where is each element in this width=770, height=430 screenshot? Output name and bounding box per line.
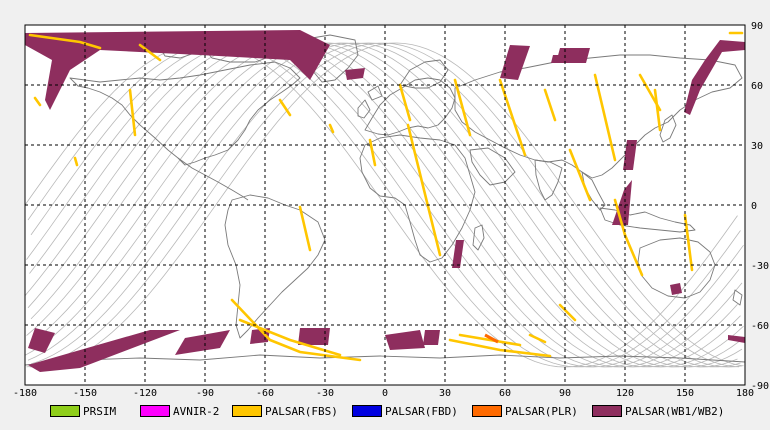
palsar-fbs-swath (28, 33, 102, 50)
palsar-wb-swath (670, 283, 682, 295)
legend-label: PALSAR(PLR) (505, 404, 578, 418)
palsar-fbs-swath (623, 233, 644, 277)
palsar-fbs-swath (138, 43, 162, 62)
latitude-tick-label: 90 (751, 21, 763, 32)
legend-item: PALSAR(WB1/WB2) (592, 404, 724, 418)
legend-item: PALSAR(PLR) (472, 404, 578, 418)
longitude-tick-label: -120 (133, 388, 157, 399)
palsar-fbs-swath (398, 83, 412, 122)
palsar-fbs-swath (528, 333, 547, 344)
palsar-fbs-swath (298, 205, 312, 252)
palsar-fbs-swath (448, 338, 552, 358)
longitude-tick-label: -150 (73, 388, 97, 399)
longitude-tick-label: 60 (499, 388, 511, 399)
legend-swatch (50, 405, 80, 417)
palsar-fbs-swath (278, 98, 292, 117)
palsar-wb-swath (28, 328, 55, 353)
palsar-wb-swath (500, 45, 530, 80)
palsar-fbs-swath (328, 123, 335, 134)
palsar-fbs-swath (230, 298, 362, 362)
longitude-tick-label: 90 (559, 388, 571, 399)
palsar-fbs-swath (543, 88, 557, 122)
legend-label: PRSIM (83, 404, 117, 418)
palsar-plr-swath (484, 333, 499, 344)
legend-swatch (352, 405, 382, 417)
longitude-tick-label: 150 (676, 388, 694, 399)
palsar-fbs-swath (453, 78, 472, 137)
legend-label: PALSAR(WB1/WB2) (625, 404, 725, 418)
palsar-wb-swath (452, 240, 464, 268)
palsar-fbs-swath (368, 138, 377, 167)
palsar-wb-swath (612, 180, 632, 225)
latitude-tick-label: -30 (751, 261, 769, 272)
legend-swatch (592, 405, 622, 417)
longitude-tick-label: -60 (256, 388, 274, 399)
longitude-tick-label: 180 (736, 388, 754, 399)
palsar-wb-swath (623, 140, 637, 170)
orbit-track (24, 42, 738, 368)
palsar-fbs-swath (238, 318, 342, 357)
palsar-wb-swath (551, 55, 570, 63)
legend-swatch (140, 405, 170, 417)
lat-lon-grid (25, 25, 745, 385)
palsar-fbs-swath (33, 96, 42, 107)
palsar-fbs-swath (653, 88, 662, 132)
palsar-fbs-swath (568, 148, 592, 202)
legend-label: PALSAR(FBS) (265, 404, 338, 418)
legend-swatch (232, 405, 262, 417)
longitude-tick-label: 0 (382, 388, 388, 399)
legend-label: AVNIR-2 (173, 404, 220, 418)
palsar-fbs-swath (613, 198, 627, 237)
latitude-tick-label: 0 (751, 201, 757, 212)
palsar-wb-swath (345, 68, 365, 80)
palsar-wb-swath (684, 40, 745, 115)
palsar-fbs-swath (73, 156, 79, 167)
latitude-tick-label: -90 (751, 381, 769, 392)
legend: PRSIM AVNIR-2 PALSAR(FBS) PALSAR(FBD) PALSAR… (0, 400, 770, 430)
latitude-tick-label: 30 (751, 141, 763, 152)
legend-item: PRSIM (50, 404, 116, 418)
latitude-tick-label: -60 (751, 321, 769, 332)
palsar-fbs-swath (498, 78, 527, 157)
legend-label: PALSAR(FBD) (385, 404, 458, 418)
longitude-tick-label: -90 (196, 388, 214, 399)
orbit-track (26, 42, 740, 368)
palsar-wb-swath (175, 330, 230, 355)
latitude-tick-label: 60 (751, 81, 763, 92)
palsar-fbs-swath (683, 213, 694, 272)
legend-item: AVNIR-2 (140, 404, 219, 418)
longitude-tick-label: -180 (13, 388, 37, 399)
palsar-fbs-swath (406, 123, 442, 257)
palsar-wb-swath (218, 42, 290, 55)
palsar-wb-swath (728, 335, 745, 343)
palsar-fbs-swath (458, 333, 522, 347)
longitude-tick-label: -30 (316, 388, 334, 399)
palsar-fbs-swath (128, 88, 137, 137)
orbit-track (29, 42, 743, 368)
legend-swatch (472, 405, 502, 417)
palsar-fbs-swath (558, 303, 577, 322)
longitude-tick-label: 30 (439, 388, 451, 399)
palsar-wb-swath (28, 330, 180, 372)
observation-swaths (25, 30, 745, 372)
palsar-wb-swath (423, 330, 440, 345)
legend-item: PALSAR(FBS) (232, 404, 338, 418)
map-border (24, 24, 746, 386)
orbit-track (26, 42, 740, 368)
latitude-tick-labels: 90 60 30 0 -30 -60 -90 (751, 21, 769, 392)
palsar-wb-swath (385, 330, 425, 350)
legend-item: PALSAR(FBD) (352, 404, 458, 418)
orbit-track (24, 42, 738, 368)
longitude-tick-labels: -180 -150 -120 -90 -60 -30 0 30 60 90 120 150 180 (13, 388, 754, 399)
coverage-map: -180 -150 -120 -90 -60 -30 0 30 60 90 120 150 180 90… (13, 21, 769, 399)
longitude-tick-label: 120 (616, 388, 634, 399)
palsar-wb-swath (298, 328, 330, 345)
palsar-fbs-swath (593, 73, 617, 162)
